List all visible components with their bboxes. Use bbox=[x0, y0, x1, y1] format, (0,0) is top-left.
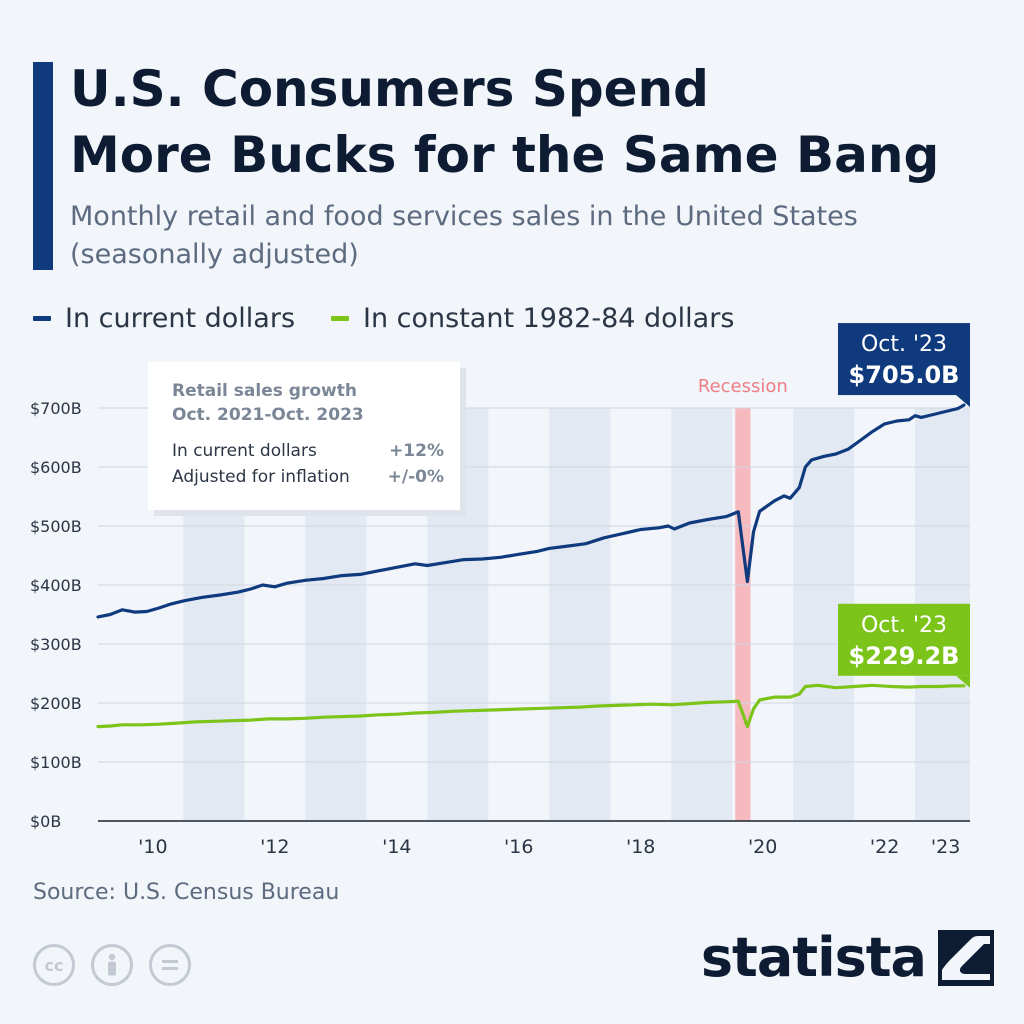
legend-item-current: In current dollars bbox=[33, 303, 295, 334]
x-tick-label: '18 bbox=[626, 836, 655, 858]
info-box-row-1-label: In current dollars bbox=[172, 441, 317, 461]
legend-swatch-constant bbox=[331, 315, 350, 321]
y-tick-label: $300B bbox=[30, 635, 82, 654]
callout-box-current bbox=[838, 323, 970, 396]
recession-band bbox=[735, 408, 751, 821]
series-lines bbox=[96, 403, 966, 729]
license-icons: cc bbox=[33, 944, 207, 986]
y-tick-label: $200B bbox=[30, 694, 82, 713]
cc-icon[interactable]: cc bbox=[33, 944, 75, 986]
callout-date-constant: Oct. '23 bbox=[861, 613, 947, 638]
x-tick-label: '14 bbox=[382, 836, 411, 858]
chart-legend: In current dollars In constant 1982-84 d… bbox=[33, 298, 770, 338]
series-line-constant bbox=[96, 683, 966, 729]
equals-icon[interactable] bbox=[149, 944, 191, 986]
info-box-title-line-2: Oct. 2021-Oct. 2023 bbox=[172, 405, 364, 425]
y-tick-label: $100B bbox=[30, 753, 82, 772]
legend-label-current: In current dollars bbox=[65, 302, 296, 334]
value-callouts: Oct. '23 $705.0B Oct. '23 $229.2B bbox=[838, 323, 970, 688]
x-tick-label: '20 bbox=[748, 836, 777, 858]
y-tick-label: $500B bbox=[30, 517, 82, 536]
info-box: Retail sales growth Oct. 2021-Oct. 2023 … bbox=[148, 362, 466, 516]
gridlines bbox=[98, 407, 970, 763]
chart-subtitle: Monthly retail and food services sales i… bbox=[70, 198, 1000, 274]
x-tick-label: '10 bbox=[138, 836, 167, 858]
info-box-row-2-value: +/-0% bbox=[388, 467, 444, 487]
x-tick-label: '22 bbox=[870, 836, 899, 858]
title-accent-bar bbox=[33, 62, 53, 270]
legend-label-constant: In constant 1982-84 dollars bbox=[363, 302, 735, 334]
info-box-panel bbox=[148, 362, 460, 510]
chart-title: U.S. Consumers Spend More Bucks for the … bbox=[70, 56, 1000, 188]
info-box-row-1-value: +12% bbox=[389, 441, 444, 461]
info-box-title-line-1: Retail sales growth bbox=[172, 381, 357, 401]
callout-value-constant: $229.2B bbox=[849, 642, 960, 670]
chart-title-line-1: U.S. Consumers Spend bbox=[70, 60, 709, 118]
x-tick-label: '23 bbox=[931, 836, 960, 858]
y-tick-label: $0B bbox=[30, 812, 61, 831]
x-tick-label: '12 bbox=[260, 836, 289, 858]
callout-box-constant bbox=[838, 603, 970, 676]
info-box-row-2-label: Adjusted for inflation bbox=[172, 467, 350, 487]
legend-item-constant: In constant 1982-84 dollars bbox=[331, 303, 734, 334]
callout-pointer-constant bbox=[956, 675, 970, 688]
person-icon[interactable] bbox=[91, 944, 133, 986]
y-tick-label: $600B bbox=[30, 458, 82, 477]
y-axis-labels: $0B $100B $200B $300B $400B $500B $600B $700B bbox=[30, 399, 82, 831]
y-tick-label: $700B bbox=[30, 399, 82, 418]
y-tick-label: $400B bbox=[30, 576, 82, 595]
year-band-2017 bbox=[549, 408, 611, 821]
statista-logo-icon bbox=[938, 929, 994, 986]
series-line-current bbox=[96, 403, 966, 619]
statista-wordmark: statista bbox=[700, 926, 927, 989]
statista-brand[interactable]: statista bbox=[701, 926, 994, 989]
year-band-2019 bbox=[671, 408, 733, 821]
x-axis-labels: '10 '12 '14 '16 '18 '20 '22 '23 bbox=[138, 836, 960, 858]
legend-swatch-current bbox=[33, 315, 51, 321]
source-note: Source: U.S. Census Bureau bbox=[33, 880, 340, 905]
callout-pointer-current bbox=[956, 395, 970, 408]
x-tick-label: '16 bbox=[504, 836, 533, 858]
callout-date-current: Oct. '23 bbox=[861, 332, 947, 357]
chart-title-line-2: More Bucks for the Same Bang bbox=[70, 126, 940, 184]
recession-label: Recession bbox=[698, 376, 788, 397]
chart-subtitle-line-2: (seasonally adjusted) bbox=[70, 239, 359, 270]
callout-value-current: $705.0B bbox=[849, 361, 960, 389]
chart-subtitle-line-1: Monthly retail and food services sales i… bbox=[70, 201, 858, 232]
